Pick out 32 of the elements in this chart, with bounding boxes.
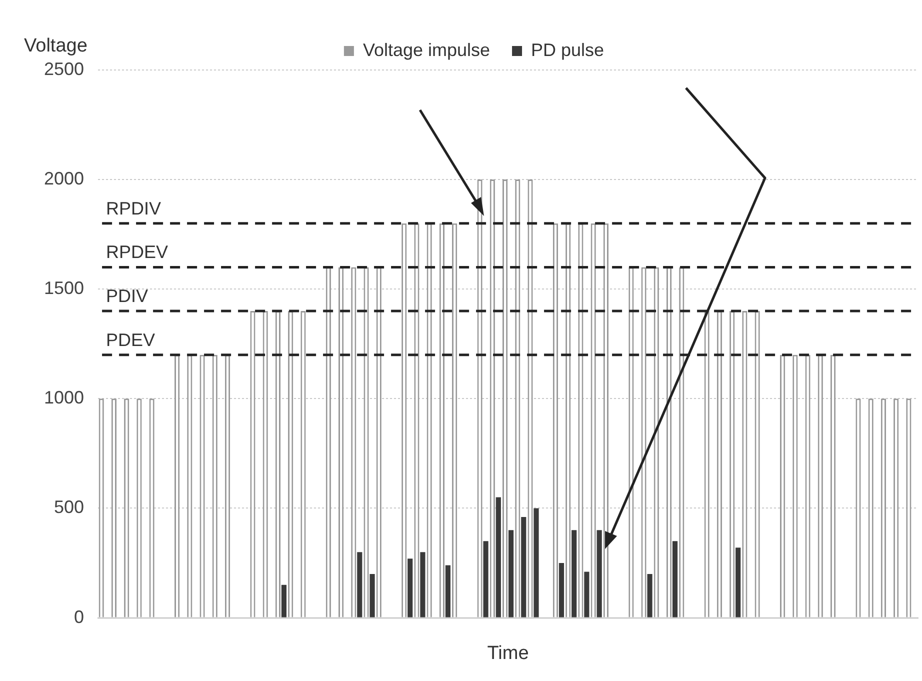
bar <box>534 508 539 618</box>
bar <box>496 497 501 618</box>
bar <box>572 530 577 618</box>
bar <box>521 517 526 618</box>
ref-line-label: RPDEV <box>106 242 168 262</box>
bar <box>584 572 590 618</box>
ref-line-label: PDEV <box>106 330 156 350</box>
bar <box>445 565 450 618</box>
bar <box>647 574 652 618</box>
y-tick-label: 2000 <box>44 168 84 189</box>
bar <box>596 530 602 618</box>
bar <box>558 563 564 618</box>
bar <box>420 552 426 618</box>
x-axis-title: Time <box>487 642 529 664</box>
y-tick-label: 500 <box>54 497 84 518</box>
y-tick-label: 1000 <box>44 388 84 408</box>
y-axis-title: Voltage <box>24 36 88 57</box>
legend-label: Voltage impulse <box>362 40 490 60</box>
y-tick-label: 0 <box>74 606 84 627</box>
legend-label: PD pulse <box>531 40 604 60</box>
y-tick-label: 1500 <box>44 278 84 298</box>
bar <box>483 541 488 618</box>
bar <box>508 530 514 618</box>
ref-line-label: RPDIV <box>106 198 162 218</box>
bar <box>370 574 375 618</box>
bar <box>672 541 678 618</box>
ref-line-label: PDIV <box>106 286 148 306</box>
bar <box>736 548 741 618</box>
bar <box>281 584 286 618</box>
bar <box>357 552 362 618</box>
bar <box>408 558 413 618</box>
y-tick-label: 2500 <box>44 58 84 79</box>
